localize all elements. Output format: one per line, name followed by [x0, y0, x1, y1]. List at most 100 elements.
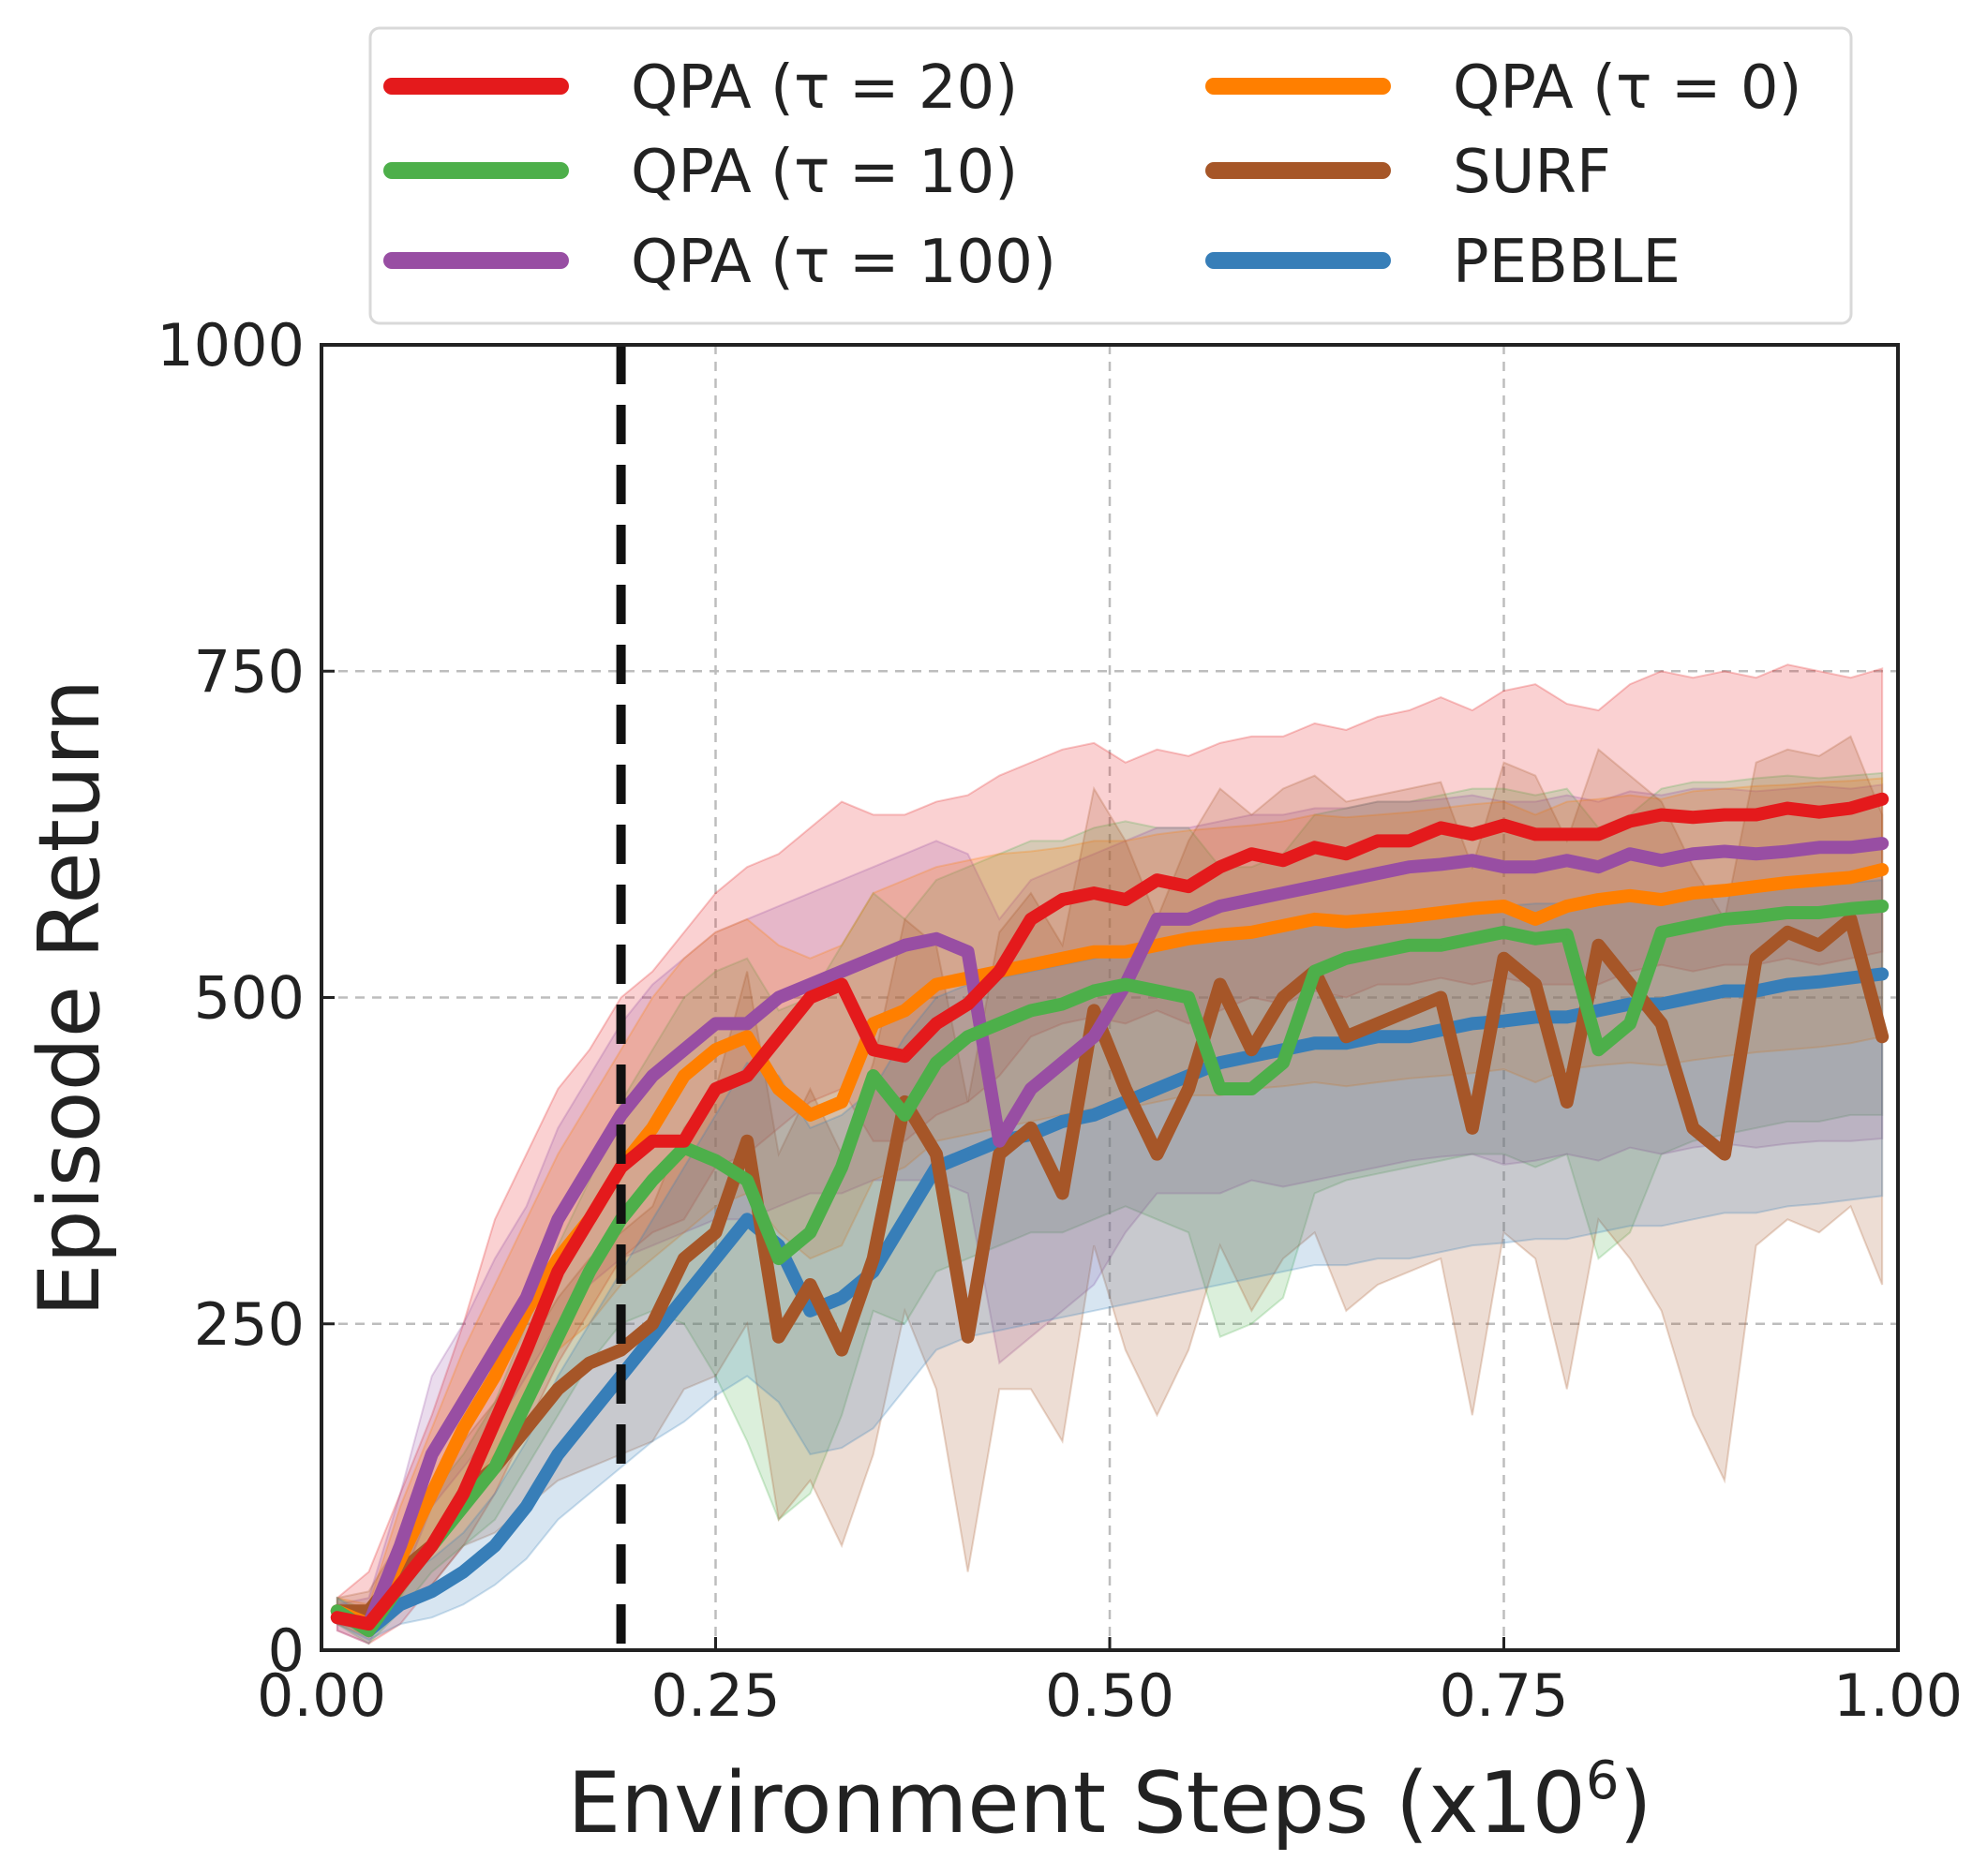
- point-qpa-100-33: [1377, 872, 1379, 874]
- point-qpa-10-10: [651, 1180, 653, 1182]
- point-qpa-20-1: [367, 1623, 369, 1625]
- point-qpa-0-29: [1250, 931, 1252, 933]
- point-qpa-100-28: [1219, 905, 1221, 907]
- legend-frame: [368, 26, 1853, 325]
- point-qpa-0-34: [1409, 916, 1411, 917]
- point-qpa-0-49: [1881, 869, 1883, 871]
- point-qpa-100-32: [1345, 879, 1347, 881]
- point-qpa-0-28: [1219, 934, 1221, 936]
- point-qpa-10-20: [967, 1035, 969, 1037]
- x-axis-title-main: Environment Steps (x10: [567, 1754, 1586, 1853]
- point-surf-49: [1881, 1035, 1883, 1037]
- point-qpa-100-35: [1440, 863, 1442, 865]
- point-qpa-100-13: [746, 1022, 748, 1024]
- point-qpa-100-49: [1881, 842, 1883, 844]
- point-qpa-100-47: [1818, 846, 1820, 848]
- point-qpa-0-11: [683, 1075, 685, 1077]
- point-qpa-20-9: [620, 1167, 622, 1169]
- point-qpa-10-14: [778, 1258, 780, 1259]
- plot-area: [320, 343, 1900, 1652]
- point-surf-9: [620, 1349, 622, 1351]
- point-qpa-100-2: [399, 1545, 401, 1547]
- point-qpa-10-12: [715, 1160, 716, 1162]
- point-qpa-20-0: [336, 1616, 338, 1618]
- point-qpa-20-21: [998, 971, 1000, 973]
- point-qpa-20-48: [1850, 808, 1852, 810]
- point-qpa-10-37: [1503, 931, 1504, 933]
- point-qpa-100-17: [873, 958, 874, 960]
- point-surf-37: [1503, 958, 1504, 960]
- point-qpa-10-6: [526, 1401, 528, 1403]
- legend-label-pebble: PEBBLE: [1453, 228, 1681, 297]
- point-qpa-0-15: [809, 1114, 811, 1116]
- x-tick-label-2: 0.50: [1045, 1661, 1174, 1730]
- point-surf-41: [1629, 984, 1631, 986]
- point-qpa-10-43: [1692, 925, 1694, 927]
- point-qpa-0-24: [1093, 951, 1095, 953]
- point-surf-12: [715, 1231, 716, 1233]
- point-qpa-10-22: [1030, 1009, 1032, 1011]
- point-pebble-34: [1409, 1035, 1411, 1037]
- y-axis-title: Episode Return: [21, 679, 119, 1318]
- point-qpa-0-27: [1188, 938, 1189, 940]
- point-qpa-20-49: [1881, 798, 1883, 800]
- point-qpa-10-46: [1786, 912, 1788, 914]
- point-qpa-20-27: [1188, 886, 1189, 887]
- point-qpa-20-28: [1219, 866, 1221, 868]
- point-qpa-20-26: [1156, 879, 1158, 881]
- point-qpa-100-15: [809, 984, 811, 986]
- point-surf-39: [1566, 1101, 1568, 1103]
- point-qpa-10-8: [589, 1271, 590, 1273]
- point-qpa-20-13: [746, 1075, 748, 1077]
- point-qpa-10-21: [998, 1022, 1000, 1024]
- point-surf-28: [1219, 984, 1221, 986]
- legend-label-qpa-0: QPA (τ = 0): [1453, 53, 1802, 123]
- point-surf-24: [1093, 1009, 1095, 1011]
- point-qpa-20-25: [1125, 899, 1127, 901]
- point-qpa-20-41: [1629, 820, 1631, 822]
- point-qpa-20-23: [1062, 899, 1064, 901]
- point-pebble-2: [399, 1603, 401, 1605]
- point-qpa-20-30: [1282, 859, 1284, 861]
- point-qpa-20-18: [904, 1055, 905, 1057]
- point-qpa-20-15: [809, 997, 811, 998]
- point-qpa-10-13: [746, 1180, 748, 1182]
- point-qpa-20-6: [526, 1349, 528, 1351]
- point-qpa-20-37: [1503, 825, 1504, 826]
- point-qpa-100-6: [526, 1297, 528, 1299]
- point-pebble-31: [1314, 1042, 1316, 1044]
- point-qpa-0-33: [1377, 918, 1379, 920]
- point-qpa-0-5: [494, 1375, 496, 1377]
- x-tick-label-0: 0.00: [257, 1661, 386, 1730]
- point-qpa-10-45: [1755, 916, 1757, 917]
- point-qpa-0-30: [1282, 925, 1284, 927]
- point-qpa-10-41: [1629, 1022, 1631, 1024]
- point-surf-14: [778, 1336, 780, 1338]
- point-qpa-100-4: [462, 1401, 464, 1403]
- point-qpa-0-32: [1345, 921, 1347, 923]
- point-surf-8: [589, 1362, 590, 1364]
- point-qpa-100-7: [557, 1218, 559, 1220]
- point-qpa-0-47: [1818, 879, 1820, 881]
- point-qpa-10-32: [1345, 958, 1347, 960]
- point-qpa-100-46: [1786, 850, 1788, 852]
- point-qpa-100-43: [1692, 853, 1694, 855]
- point-qpa-100-8: [589, 1167, 590, 1169]
- point-qpa-10-7: [557, 1336, 559, 1338]
- point-surf-42: [1661, 1022, 1663, 1024]
- point-qpa-20-32: [1345, 853, 1347, 855]
- point-qpa-0-3: [431, 1493, 433, 1495]
- x-axis-title: Environment Steps (x106): [567, 1750, 1651, 1853]
- legend-label-qpa-20: QPA (τ = 20): [631, 53, 1018, 123]
- point-qpa-20-10: [651, 1140, 653, 1142]
- point-qpa-10-44: [1724, 918, 1726, 920]
- point-surf-23: [1062, 1192, 1064, 1194]
- point-qpa-20-40: [1597, 833, 1599, 835]
- point-qpa-0-4: [462, 1427, 464, 1429]
- point-qpa-20-4: [462, 1493, 464, 1495]
- point-pebble-26: [1156, 1088, 1158, 1090]
- point-qpa-20-12: [715, 1088, 716, 1090]
- legend-label-surf: SURF: [1453, 138, 1611, 207]
- point-qpa-10-19: [935, 1062, 937, 1064]
- point-qpa-20-24: [1093, 892, 1095, 894]
